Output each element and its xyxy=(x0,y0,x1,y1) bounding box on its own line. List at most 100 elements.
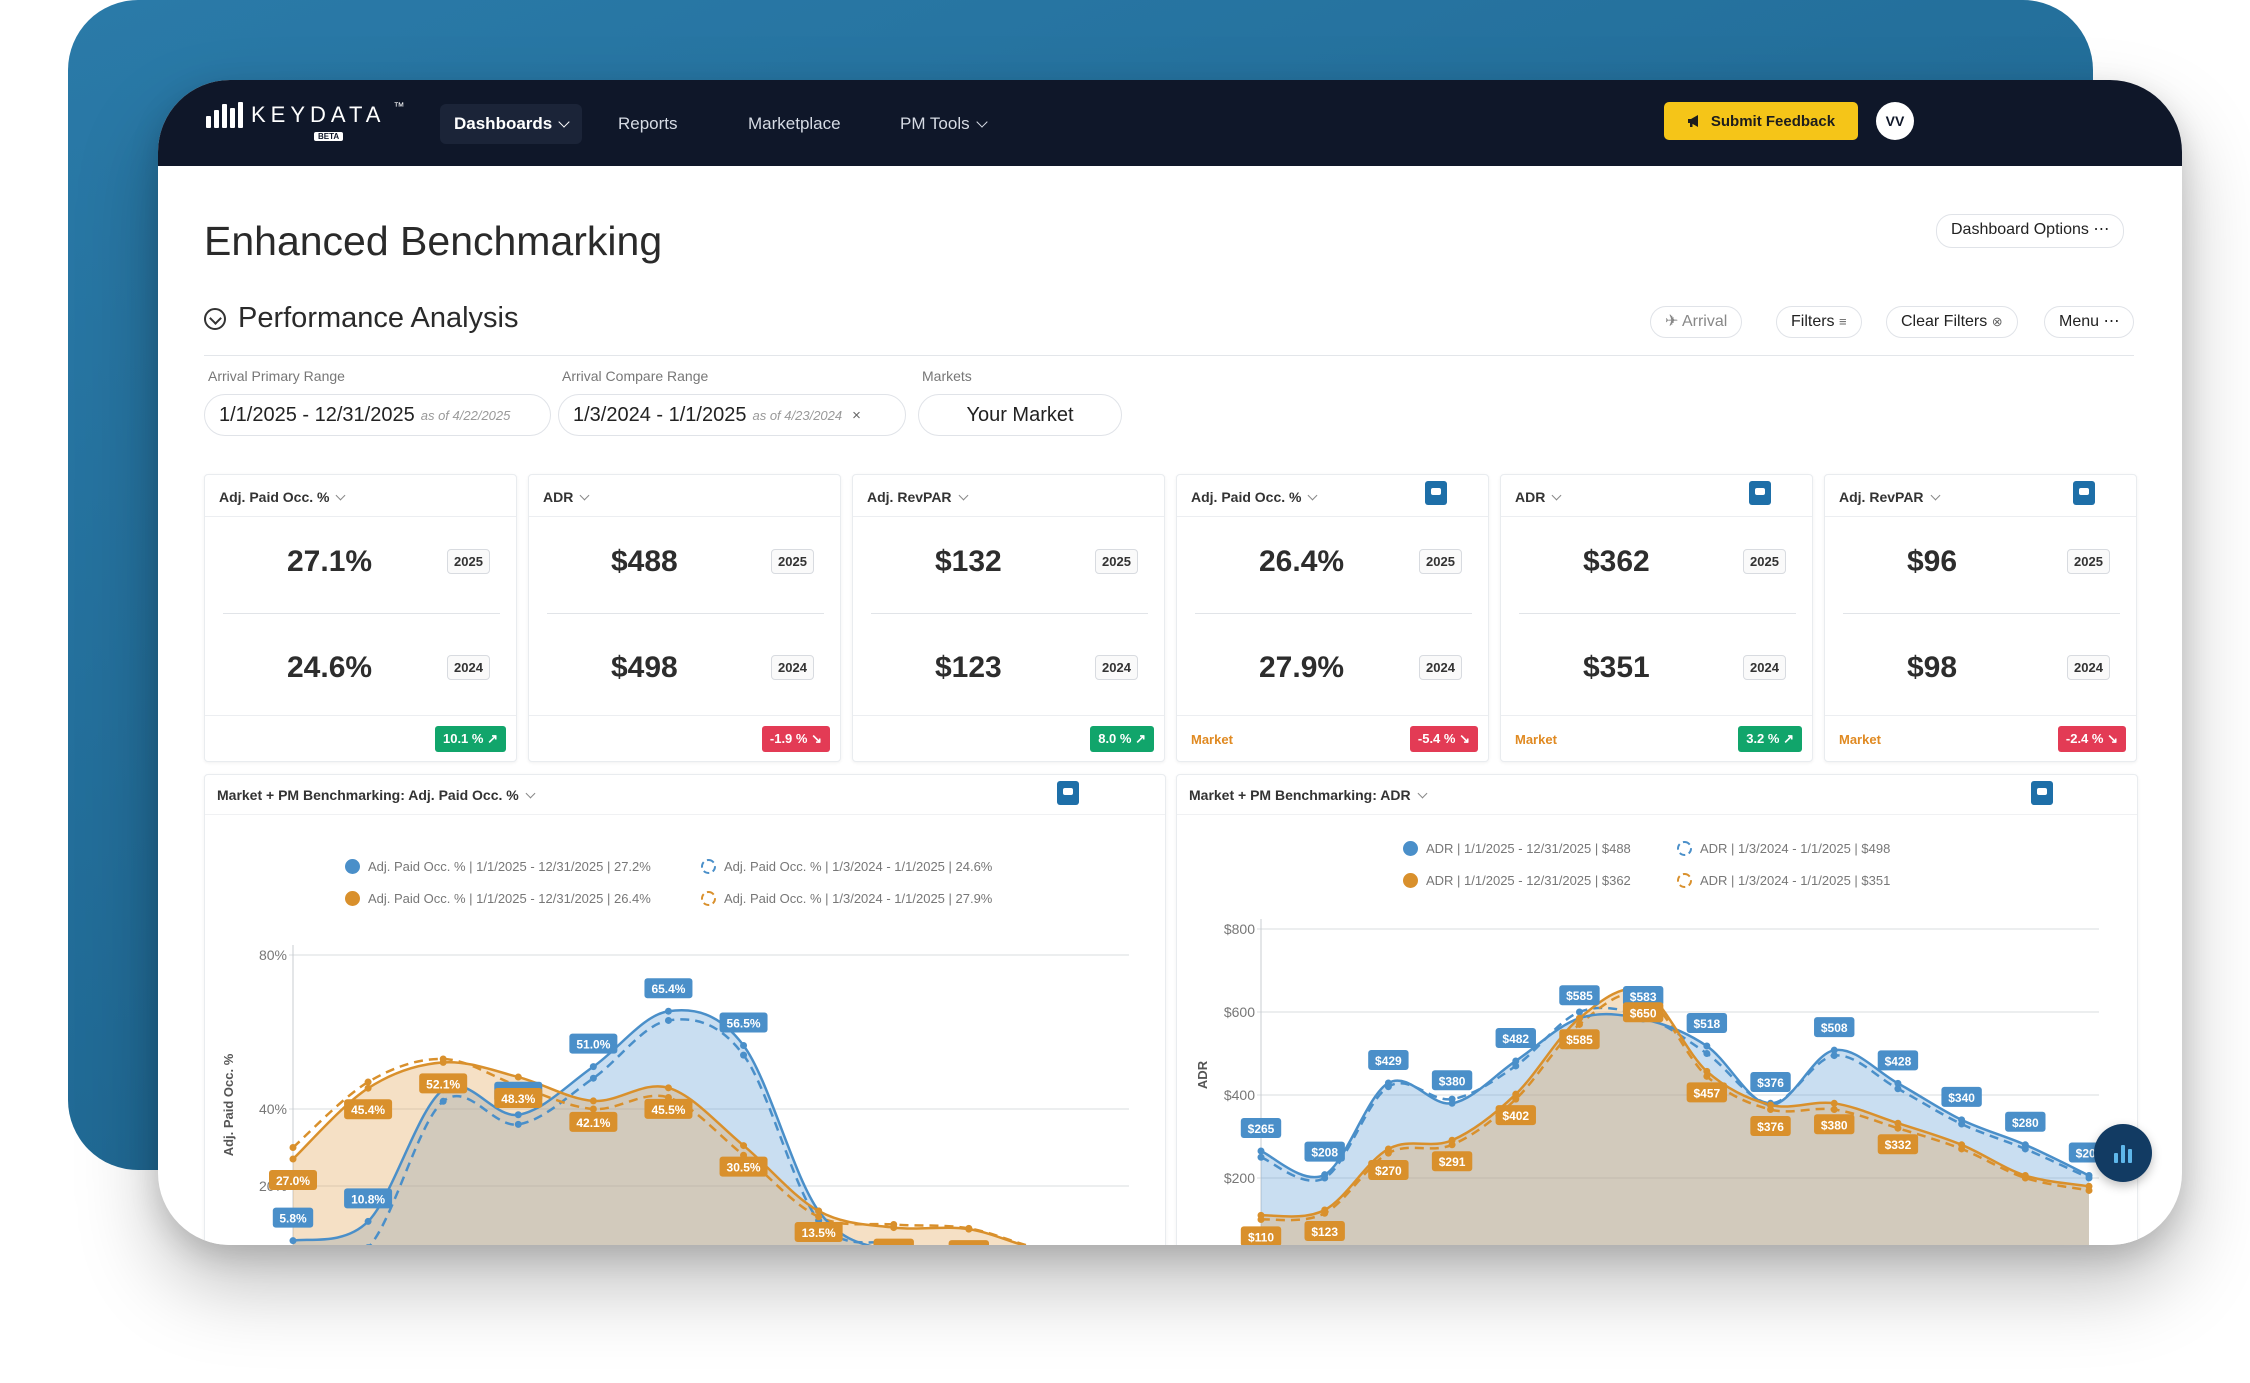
point-market-compare[interactable] xyxy=(2085,1186,2093,1194)
point-market[interactable] xyxy=(815,1207,823,1215)
point-pm[interactable] xyxy=(1894,1079,1902,1087)
comment-icon[interactable] xyxy=(2031,781,2053,805)
point-market[interactable] xyxy=(364,1084,372,1092)
kpi-title[interactable]: Adj. RevPAR xyxy=(1825,475,2136,517)
point-pm[interactable] xyxy=(589,1063,597,1071)
point-pm-compare[interactable] xyxy=(1830,1052,1838,1060)
chart-header[interactable]: Market + PM Benchmarking: Adj. Paid Occ.… xyxy=(205,775,1165,815)
point-market[interactable] xyxy=(1894,1119,1902,1127)
kpi-title[interactable]: ADR xyxy=(529,475,840,517)
point-market-compare[interactable] xyxy=(1575,1020,1583,1028)
chart-widget-button[interactable] xyxy=(2094,1124,2152,1182)
comment-icon[interactable] xyxy=(1425,481,1447,505)
point-pm[interactable] xyxy=(1512,1057,1520,1065)
point-pm-compare[interactable] xyxy=(2021,1145,2029,1153)
point-pm-compare[interactable] xyxy=(1894,1085,1902,1093)
point-pm-compare[interactable] xyxy=(365,1244,372,1245)
legend-item[interactable]: Adj. Paid Occ. % | 1/1/2025 - 12/31/2025… xyxy=(345,859,651,874)
point-market-compare[interactable] xyxy=(439,1055,447,1063)
point-pm-compare[interactable] xyxy=(1321,1174,1329,1182)
legend-item[interactable]: ADR | 1/3/2024 - 1/1/2025 | $351 xyxy=(1677,873,1890,888)
point-pm-compare[interactable] xyxy=(1575,1008,1583,1016)
point-pm[interactable] xyxy=(1830,1046,1838,1054)
point-pm[interactable] xyxy=(514,1111,522,1119)
legend-item[interactable]: Adj. Paid Occ. % | 1/1/2025 - 12/31/2025… xyxy=(345,891,651,906)
point-market[interactable] xyxy=(1512,1090,1520,1098)
point-pm[interactable] xyxy=(1257,1147,1265,1155)
point-market-compare[interactable] xyxy=(1767,1106,1775,1114)
point-pm-compare[interactable] xyxy=(1448,1095,1456,1103)
chart-header[interactable]: Market + PM Benchmarking: ADR xyxy=(1177,775,2137,815)
point-market[interactable] xyxy=(1575,1014,1583,1022)
compare-range-field[interactable]: 1/3/2024 - 1/1/2025 as of 4/23/2024 × xyxy=(558,394,906,436)
nav-reports[interactable]: Reports xyxy=(604,104,692,144)
point-market[interactable] xyxy=(664,1084,672,1092)
nav-marketplace[interactable]: Marketplace xyxy=(734,104,855,144)
point-market-compare[interactable] xyxy=(589,1105,597,1113)
point-market[interactable] xyxy=(1830,1099,1838,1107)
point-market-compare[interactable] xyxy=(1703,1072,1711,1080)
point-market-compare[interactable] xyxy=(1958,1145,1966,1153)
point-market[interactable] xyxy=(589,1097,597,1105)
point-pm-compare[interactable] xyxy=(2085,1174,2093,1182)
legend-item[interactable]: ADR | 1/1/2025 - 12/31/2025 | $488 xyxy=(1403,841,1631,856)
logo[interactable]: KEYDATA ™ BETA xyxy=(206,101,404,141)
kpi-title[interactable]: Adj. Paid Occ. % xyxy=(1177,475,1488,517)
point-market-compare[interactable] xyxy=(890,1221,898,1228)
point-market-compare[interactable] xyxy=(965,1224,973,1232)
markets-select[interactable]: Your Market xyxy=(918,394,1122,436)
point-market[interactable] xyxy=(1703,1067,1711,1075)
point-market-compare[interactable] xyxy=(1448,1141,1456,1149)
point-pm-compare[interactable] xyxy=(439,1097,447,1105)
point-market-compare[interactable] xyxy=(1512,1095,1520,1103)
nav-pm-tools[interactable]: PM Tools xyxy=(886,104,1000,144)
point-pm-compare[interactable] xyxy=(589,1074,597,1082)
point-pm-compare[interactable] xyxy=(1512,1062,1520,1070)
clear-filters-button[interactable]: Clear Filters ⊗ xyxy=(1886,306,2018,338)
comment-icon[interactable] xyxy=(1057,781,1079,805)
arrival-button[interactable]: ✈ Arrival xyxy=(1650,306,1743,338)
point-pm-compare[interactable] xyxy=(664,1016,672,1024)
point-market[interactable] xyxy=(289,1155,297,1163)
submit-feedback-button[interactable]: Submit Feedback xyxy=(1664,102,1858,140)
point-market[interactable] xyxy=(514,1073,522,1081)
comment-icon[interactable] xyxy=(1749,481,1771,505)
point-market-compare[interactable] xyxy=(1384,1149,1392,1157)
point-market-compare[interactable] xyxy=(815,1213,823,1221)
point-market-compare[interactable] xyxy=(2021,1174,2029,1182)
point-pm-compare[interactable] xyxy=(740,1051,748,1059)
section-header[interactable]: Performance Analysis xyxy=(204,302,518,335)
primary-range-field[interactable]: 1/1/2025 - 12/31/2025 as of 4/22/2025 xyxy=(204,394,551,436)
point-pm-compare[interactable] xyxy=(514,1120,522,1128)
avatar[interactable]: VV xyxy=(1876,102,1914,140)
clear-x-icon[interactable]: × xyxy=(852,406,861,424)
legend-item[interactable]: ADR | 1/3/2024 - 1/1/2025 | $498 xyxy=(1677,841,1890,856)
point-pm-compare[interactable] xyxy=(1384,1083,1392,1091)
point-pm-compare[interactable] xyxy=(1958,1120,1966,1128)
kpi-title[interactable]: Adj. Paid Occ. % xyxy=(205,475,516,517)
point-pm[interactable] xyxy=(1703,1042,1711,1050)
dashboard-options-button[interactable]: Dashboard Options ⋯ xyxy=(1936,214,2125,248)
point-market-compare[interactable] xyxy=(364,1078,372,1086)
point-market-compare[interactable] xyxy=(1894,1124,1902,1132)
legend-item[interactable]: Adj. Paid Occ. % | 1/3/2024 - 1/1/2025 |… xyxy=(701,891,992,906)
kpi-title[interactable]: ADR xyxy=(1501,475,1812,517)
comment-icon[interactable] xyxy=(2073,481,2095,505)
legend-item[interactable]: ADR | 1/1/2025 - 12/31/2025 | $362 xyxy=(1403,873,1631,888)
point-market-compare[interactable] xyxy=(1257,1216,1265,1223)
point-market-compare[interactable] xyxy=(1830,1106,1838,1114)
point-market-compare[interactable] xyxy=(289,1144,297,1151)
kpi-title[interactable]: Adj. RevPAR xyxy=(853,475,1164,517)
point-pm[interactable] xyxy=(740,1041,748,1049)
point-pm-compare[interactable] xyxy=(1703,1050,1711,1057)
point-pm[interactable] xyxy=(364,1217,372,1225)
menu-button[interactable]: Menu ⋯ xyxy=(2044,306,2135,338)
point-pm-compare[interactable] xyxy=(1257,1153,1265,1161)
legend-item[interactable]: Adj. Paid Occ. % | 1/3/2024 - 1/1/2025 |… xyxy=(701,859,992,874)
point-pm[interactable] xyxy=(664,1007,672,1015)
point-market-compare[interactable] xyxy=(1321,1209,1329,1217)
filters-button[interactable]: Filters ≡ xyxy=(1776,306,1862,338)
nav-dashboards[interactable]: Dashboards xyxy=(440,104,583,144)
point-market[interactable] xyxy=(740,1142,748,1150)
point-pm[interactable] xyxy=(289,1237,297,1245)
